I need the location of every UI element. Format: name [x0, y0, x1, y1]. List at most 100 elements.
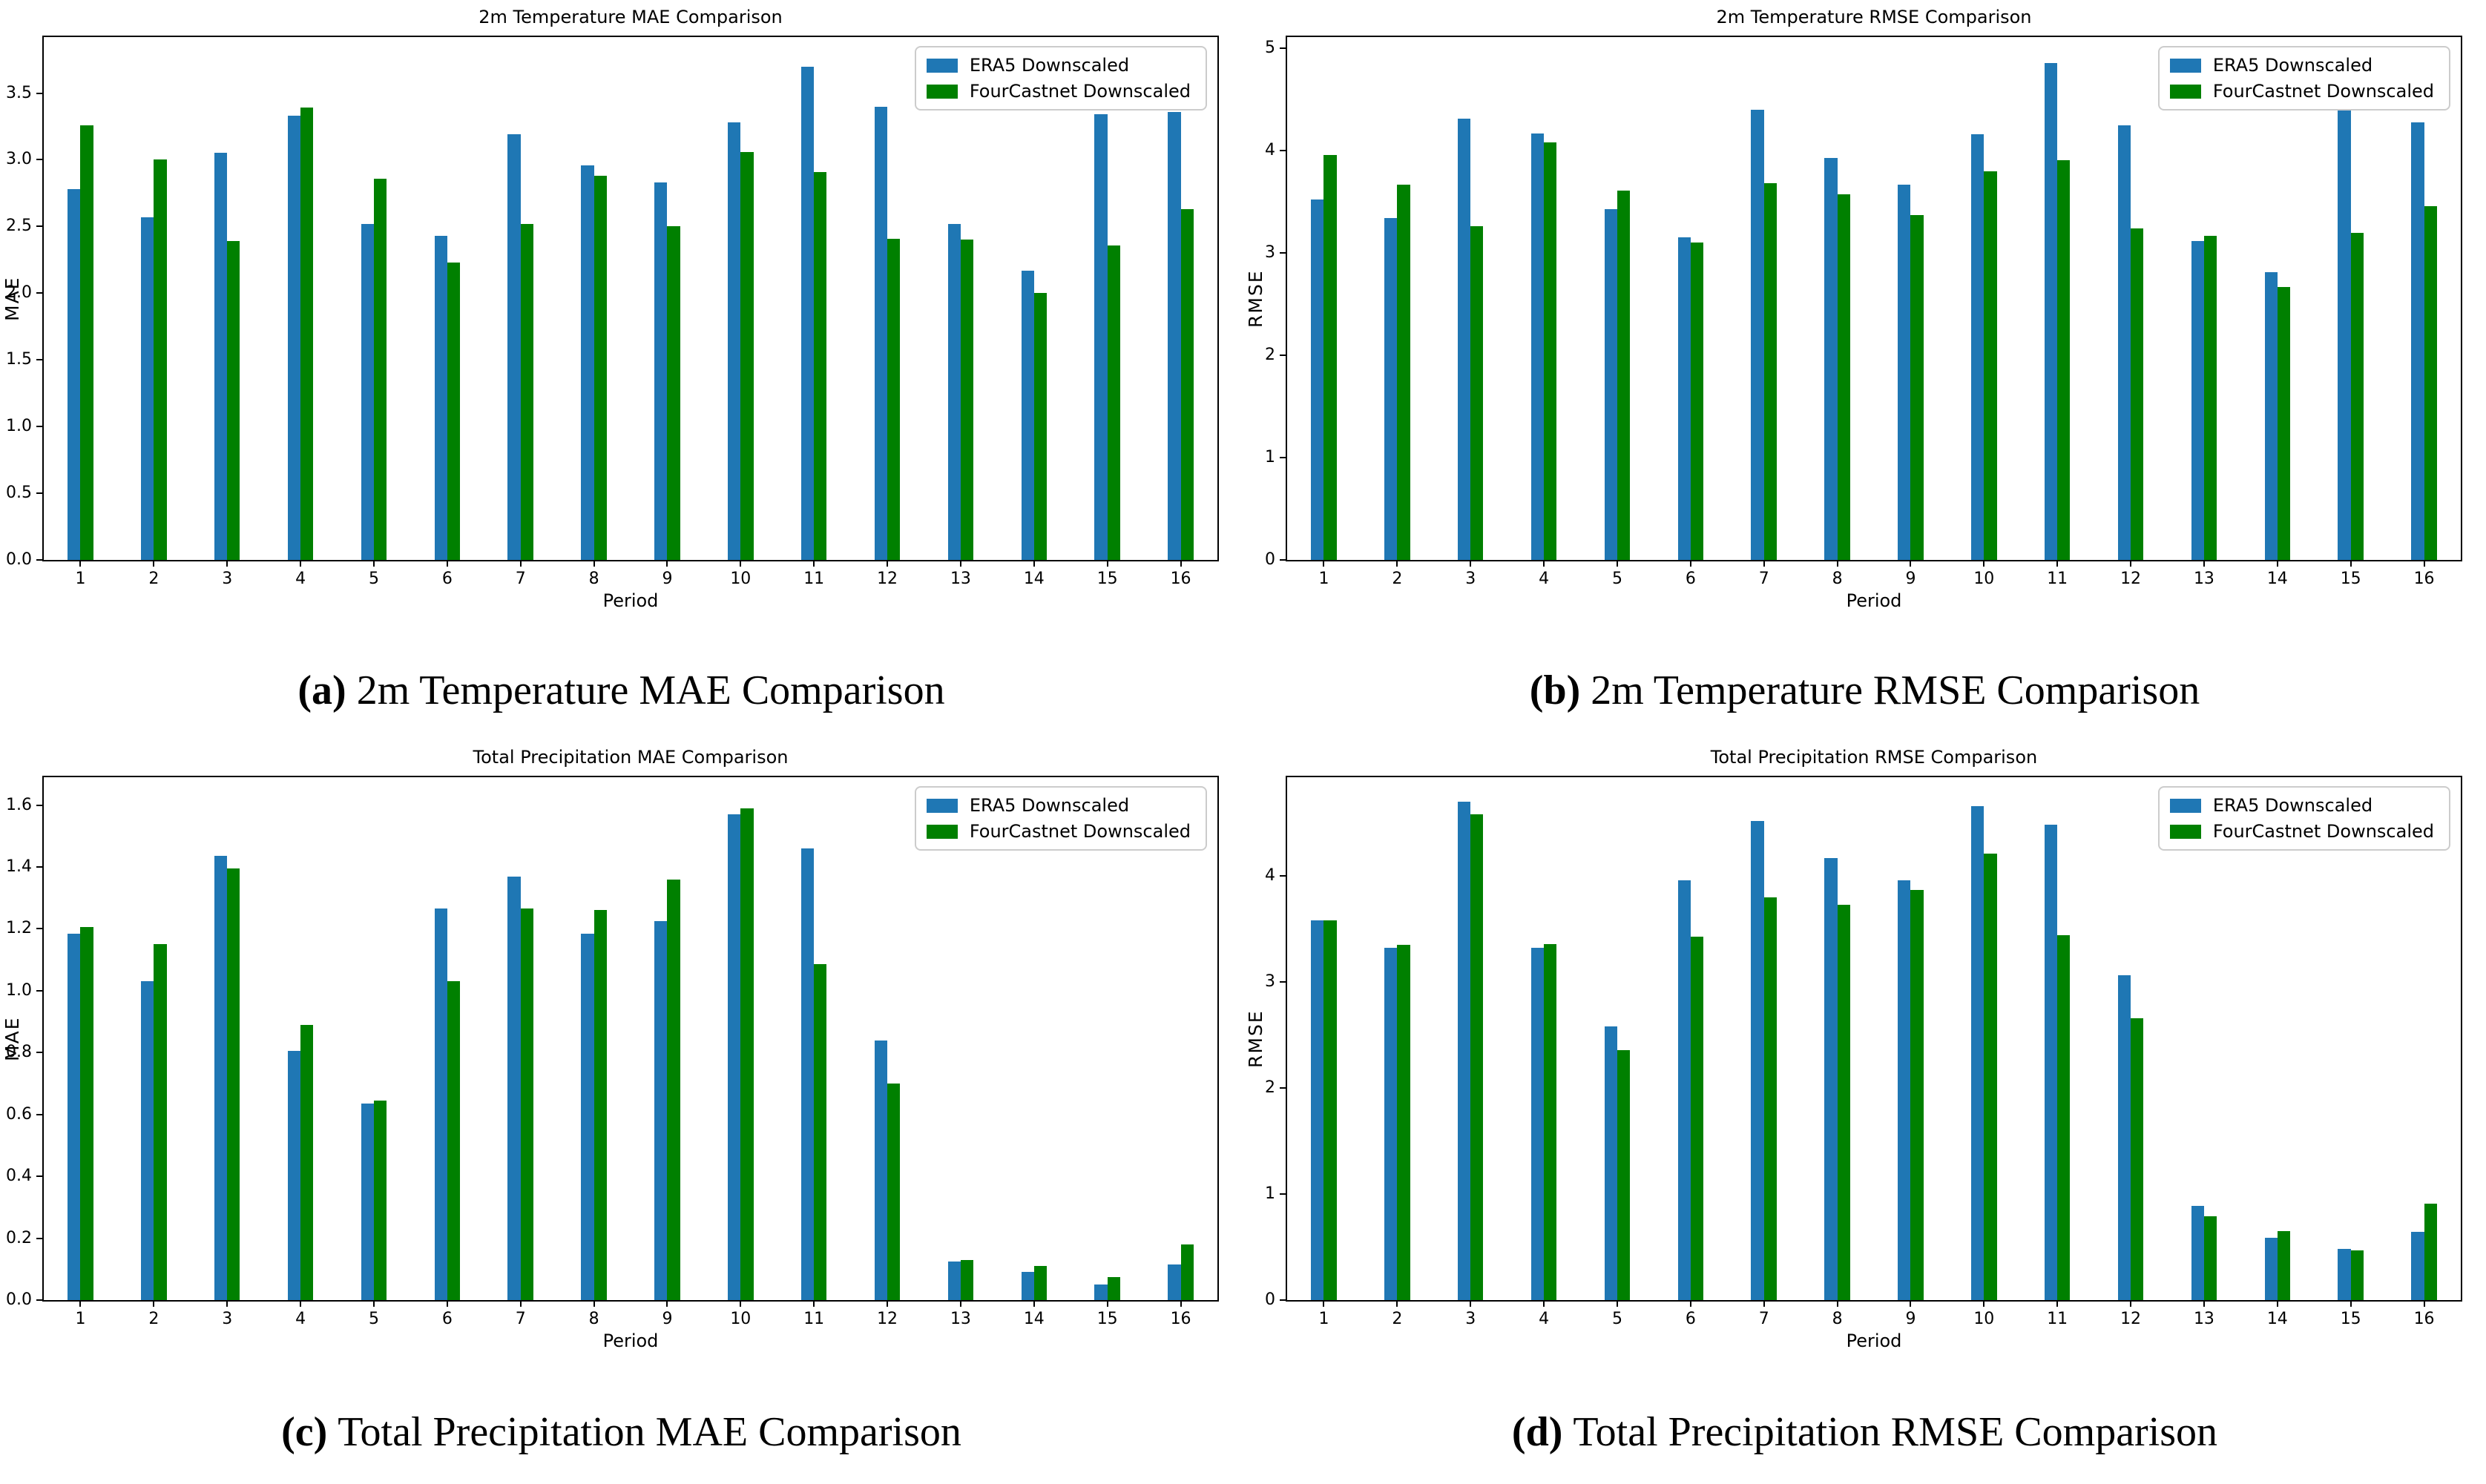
- bar-era5-downscaled-period-11: [800, 66, 815, 560]
- y-tick-mark: [36, 928, 44, 930]
- bar-group-period-11: 11: [2021, 37, 2094, 588]
- figure-total-precipitation-mae: Total Precipitation MAE Comparison MAE 1…: [0, 740, 1243, 1363]
- y-tick-label: 0: [1265, 550, 1275, 569]
- legend-swatch-era5: [926, 798, 958, 813]
- x-tick-mark: [1323, 1300, 1325, 1307]
- plot-area: 1 2 3 4 5 6 7 8 9 10 11 12 13 14 15 16 ERA5 Downscaled …: [6, 776, 1219, 1328]
- bar-era5-downscaled-period-8: [1824, 157, 1838, 560]
- bar-era5-downscaled-period-15: [2338, 92, 2351, 560]
- y-tick-label: 0.8: [6, 1043, 32, 1062]
- y-tick-mark: [1280, 252, 1287, 254]
- x-tick-mark: [1470, 1300, 1472, 1307]
- bar-era5-downscaled-period-2: [141, 981, 154, 1300]
- bar-era5-downscaled-period-16: [1168, 111, 1181, 560]
- bar-era5-downscaled-period-15: [1094, 1285, 1108, 1300]
- bar-group-period-4: 4: [1507, 777, 1581, 1328]
- x-tick-mark: [1983, 560, 1985, 567]
- bar-group-period-7: 7: [1727, 37, 1801, 588]
- y-tick-label: 4: [1265, 866, 1275, 885]
- x-tick-mark: [813, 560, 815, 567]
- plot-area: 1 2 3 4 5 6 7 8 9 10 11 12 13 14 15 16 ERA5 Downscaled …: [1265, 776, 2462, 1328]
- legend-row: FourCastnet Downscaled: [2169, 821, 2434, 842]
- legend-label-fourcastnet: FourCastnet Downscaled: [969, 821, 1191, 842]
- x-tick-label: 6: [441, 570, 453, 588]
- bar-era5-downscaled-period-14: [2264, 272, 2278, 560]
- bar-era5-downscaled-period-9: [654, 182, 668, 560]
- y-tick-label: 3.0: [6, 150, 32, 169]
- bar-group-period-1: 1: [1287, 37, 1361, 588]
- bar-fourcastnet-downscaled-period-6: [1690, 243, 1704, 560]
- y-tick-label: 2: [1265, 1078, 1275, 1097]
- x-tick-mark: [1836, 1300, 1838, 1307]
- x-tick-mark: [1616, 1300, 1618, 1307]
- bar-era5-downscaled-period-1: [68, 189, 81, 560]
- x-tick-label: 5: [368, 1310, 379, 1328]
- legend-label-era5: ERA5 Downscaled: [969, 795, 1130, 816]
- x-tick-label: 7: [515, 1310, 526, 1328]
- y-tick-mark: [1280, 457, 1287, 459]
- x-tick-mark: [740, 1300, 742, 1307]
- x-tick-label: 4: [295, 570, 306, 588]
- bar-fourcastnet-downscaled-period-15: [1107, 1276, 1120, 1300]
- bar-era5-downscaled-period-11: [800, 848, 815, 1300]
- x-axis-label: Period: [602, 1330, 659, 1351]
- bar-group-period-8: 8: [557, 777, 631, 1328]
- x-tick-mark: [959, 560, 961, 567]
- x-tick-mark: [300, 1300, 302, 1307]
- bar-groups: 1 2 3 4 5 6 7 8 9 10 11 12 13 14 15 16: [44, 777, 1217, 1328]
- x-tick-mark: [1836, 560, 1838, 567]
- x-tick-mark: [813, 1300, 815, 1307]
- x-tick-label: 6: [441, 1310, 453, 1328]
- bar-fourcastnet-downscaled-period-14: [2277, 286, 2291, 560]
- x-tick-mark: [2423, 560, 2425, 567]
- bar-era5-downscaled-period-12: [874, 106, 888, 560]
- y-tick-label: 2.0: [6, 283, 32, 303]
- x-tick-label: 9: [1905, 570, 1916, 588]
- caption-text: 2m Temperature RMSE Comparison: [1591, 667, 2200, 713]
- x-tick-mark: [1983, 1300, 1985, 1307]
- bar-group-period-4: 4: [264, 37, 338, 588]
- y-axis-label: RMSE: [1245, 269, 1266, 328]
- x-tick-mark: [666, 1300, 668, 1307]
- bar-era5-downscaled-period-11: [2044, 825, 2058, 1300]
- x-tick-label: 2: [1392, 570, 1403, 588]
- y-tick-mark: [1280, 875, 1287, 877]
- figure-total-precipitation-rmse: Total Precipitation RMSE Comparison RMSE…: [1243, 740, 2486, 1363]
- x-tick-label: 1: [75, 570, 86, 588]
- y-tick-label: 0.0: [6, 1290, 32, 1309]
- y-tick-mark: [36, 989, 44, 992]
- bar-fourcastnet-downscaled-period-8: [593, 910, 607, 1300]
- bar-era5-downscaled-period-13: [2191, 1205, 2204, 1300]
- bar-group-period-16: 16: [1144, 777, 1217, 1328]
- bar-group-period-16: 16: [2387, 37, 2461, 588]
- bar-fourcastnet-downscaled-period-7: [1763, 183, 1777, 560]
- y-tick-label: 1.0: [6, 980, 32, 1000]
- bar-group-period-16: 16: [1144, 37, 1217, 588]
- x-tick-label: 3: [1465, 1310, 1476, 1328]
- x-tick-mark: [226, 1300, 228, 1307]
- x-tick-mark: [2056, 560, 2059, 567]
- bar-fourcastnet-downscaled-period-13: [960, 240, 974, 560]
- legend-swatch-fourcastnet: [2169, 824, 2201, 839]
- bar-fourcastnet-downscaled-period-3: [227, 868, 240, 1300]
- bar-group-period-2: 2: [1361, 37, 1434, 588]
- bar-group-period-5: 5: [1581, 777, 1654, 1328]
- x-axis-label: Period: [1846, 590, 1902, 611]
- x-tick-mark: [2349, 560, 2352, 567]
- bar-group-period-12: 12: [851, 777, 924, 1328]
- bar-group-period-1: 1: [44, 777, 117, 1328]
- bar-era5-downscaled-period-4: [1530, 133, 1545, 560]
- y-tick-mark: [1280, 1299, 1287, 1301]
- bar-groups: 1 2 3 4 5 6 7 8 9 10 11 12 13 14 15 16: [1287, 777, 2461, 1328]
- legend-label-fourcastnet: FourCastnet Downscaled: [969, 81, 1191, 102]
- bar-fourcastnet-downscaled-period-16: [1180, 209, 1194, 560]
- bar-group-period-10: 10: [704, 37, 777, 588]
- x-axis-label: Period: [1846, 1330, 1902, 1351]
- bar-group-period-10: 10: [704, 777, 777, 1328]
- x-tick-label: 4: [1539, 1310, 1550, 1328]
- x-tick-mark: [959, 1300, 961, 1307]
- bar-fourcastnet-downscaled-period-2: [1397, 184, 1410, 560]
- bar-era5-downscaled-period-5: [1604, 208, 1617, 560]
- y-tick-label: 1: [1265, 1184, 1275, 1203]
